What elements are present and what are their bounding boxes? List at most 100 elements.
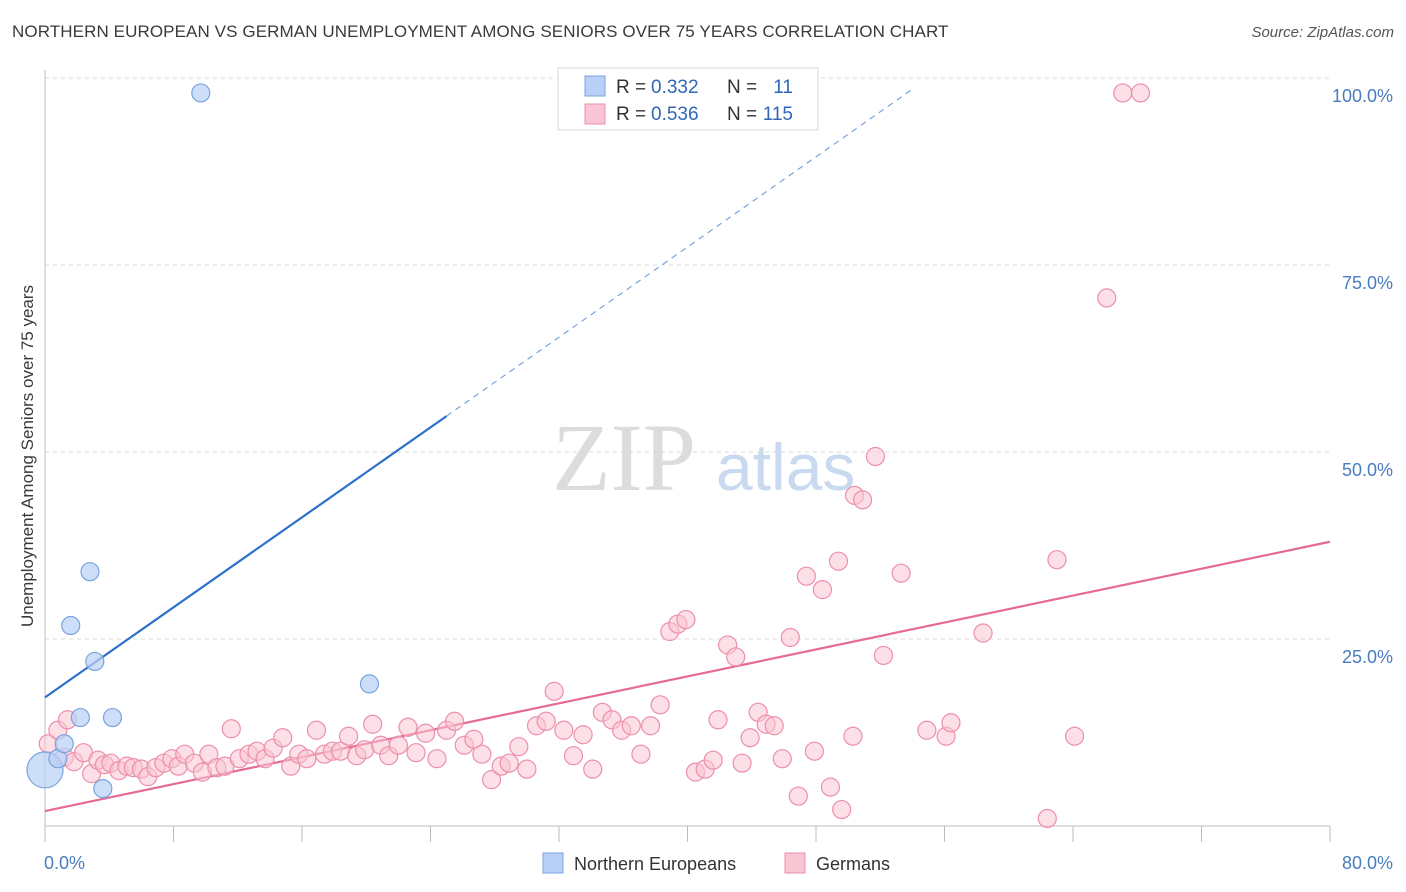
point-germans: [973, 623, 993, 643]
point-northern-europeans: [54, 734, 74, 754]
point-northern-europeans: [85, 651, 105, 672]
point-northern-europeans: [70, 707, 90, 728]
data-points: [26, 83, 1151, 829]
watermark-atlas: atlas: [716, 430, 855, 504]
y-tick-label-25: 25.0%: [1342, 647, 1393, 667]
point-germans: [517, 759, 537, 779]
point-germans: [780, 627, 800, 648]
series-legend-label-germans: Germans: [816, 854, 890, 874]
point-northern-europeans: [80, 562, 100, 582]
point-germans: [804, 741, 824, 761]
trend-line-northern-europeans-extension: [446, 88, 913, 417]
y-axis-title: Unemployment Among Seniors over 75 years: [18, 285, 37, 627]
point-germans: [865, 446, 886, 467]
y-tick-label-75: 75.0%: [1342, 273, 1393, 293]
point-germans: [472, 744, 492, 764]
point-germans: [499, 753, 519, 773]
point-germans: [852, 490, 873, 510]
point-germans: [732, 753, 752, 773]
point-germans: [544, 681, 564, 701]
y-tick-label-100: 100.0%: [1332, 86, 1393, 106]
point-germans: [427, 749, 447, 769]
point-germans: [536, 711, 556, 731]
point-germans: [306, 720, 327, 740]
point-germans: [554, 720, 574, 740]
point-germans: [416, 723, 436, 743]
point-germans: [650, 695, 670, 715]
point-germans: [772, 749, 792, 769]
point-germans: [812, 580, 833, 600]
grid-lines: [45, 77, 1330, 640]
series-legend-swatch-germans: [784, 852, 806, 874]
point-germans: [708, 710, 728, 730]
point-germans: [764, 716, 784, 736]
y-axis-tick-labels: 25.0% 50.0% 75.0% 100.0%: [1332, 86, 1393, 667]
point-germans: [573, 725, 593, 745]
point-germans: [1113, 83, 1133, 103]
point-germans: [1047, 550, 1067, 570]
point-germans: [820, 777, 841, 797]
point-germans: [464, 729, 484, 749]
legend-swatch-pink: [584, 103, 606, 125]
point-germans: [221, 719, 241, 739]
point-germans: [726, 647, 746, 667]
trend-line-northern-europeans: [44, 415, 448, 699]
point-germans: [444, 711, 465, 731]
point-germans: [740, 728, 760, 748]
x-tick-label-max: 80.0%: [1342, 853, 1393, 873]
x-tick-label-min: 0.0%: [44, 853, 85, 873]
point-germans: [406, 743, 426, 763]
point-germans: [583, 759, 603, 779]
point-germans: [398, 717, 418, 737]
point-northern-europeans: [191, 83, 211, 103]
point-germans: [788, 786, 808, 806]
source-credit: Source: ZipAtlas.com: [1251, 24, 1394, 41]
legend-r-value-1: 0.332: [651, 77, 699, 98]
point-germans: [509, 737, 529, 757]
legend-r-label-1: R =: [616, 77, 646, 98]
legend-n-label-1: N =: [727, 77, 757, 98]
legend-r-label-2: R =: [616, 104, 646, 125]
point-germans: [1065, 726, 1085, 746]
point-germans: [796, 566, 816, 586]
point-northern-europeans: [102, 707, 123, 728]
series-legend-swatch-northern-europeans: [542, 852, 564, 874]
point-germans: [703, 750, 723, 770]
point-germans: [891, 563, 911, 583]
point-germans: [828, 551, 849, 571]
point-germans: [297, 749, 317, 769]
point-germans: [1037, 808, 1057, 829]
point-northern-europeans: [61, 615, 81, 636]
point-germans: [273, 728, 293, 748]
point-germans: [621, 716, 641, 736]
legend-r-value-2: 0.536: [651, 104, 699, 125]
x-axis-ticks: [44, 826, 1331, 842]
point-northern-europeans: [93, 778, 113, 799]
point-germans: [676, 609, 696, 630]
point-germans: [832, 799, 852, 820]
chart-title: NORTHERN EUROPEAN VS GERMAN UNEMPLOYMENT…: [12, 22, 949, 41]
stats-legend: R = 0.332 N = 11 R = 0.536 N = 115: [557, 67, 819, 131]
point-germans: [481, 770, 502, 790]
legend-n-label-2: N =: [727, 104, 757, 125]
point-germans: [917, 720, 937, 740]
watermark-zip: ZIP: [552, 404, 696, 511]
y-tick-label-50: 50.0%: [1342, 460, 1393, 480]
point-germans: [388, 735, 408, 755]
series-legend: Northern Europeans Germans: [542, 852, 890, 874]
point-germans: [843, 726, 863, 746]
point-germans: [1097, 288, 1117, 308]
point-germans: [355, 740, 375, 760]
series-legend-label-northern-europeans: Northern Europeans: [574, 854, 736, 874]
legend-n-value-1: 11: [773, 77, 793, 98]
legend-swatch-blue: [584, 75, 606, 97]
point-germans: [363, 714, 383, 734]
point-germans: [1130, 83, 1151, 103]
point-germans: [941, 713, 961, 733]
point-germans: [873, 645, 894, 666]
point-germans: [631, 744, 651, 764]
point-germans: [563, 746, 584, 766]
point-northern-europeans: [359, 674, 380, 694]
point-germans: [338, 726, 359, 746]
